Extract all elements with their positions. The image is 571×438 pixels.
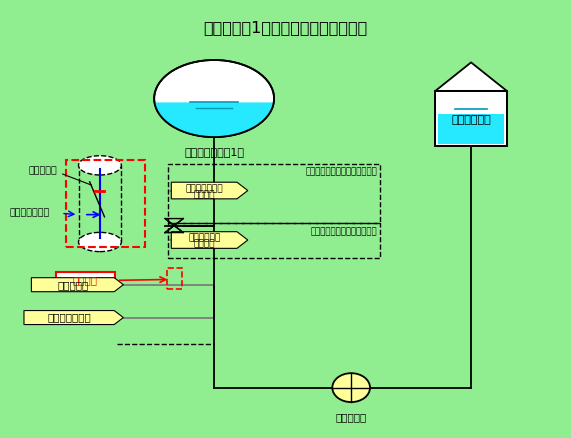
Text: 原子炉補助建家（管理区域内）: 原子炉補助建家（管理区域内） [305,168,377,177]
Text: タービン建家: タービン建家 [188,233,220,243]
Ellipse shape [79,232,121,251]
Bar [168,223,380,258]
Bar [56,272,115,289]
Text: 屋外消火栓: 屋外消火栓 [57,280,89,290]
Text: 各消火栓: 各消火栓 [194,240,215,249]
Text: 各消火栓: 各消火栓 [194,190,215,199]
Ellipse shape [154,60,274,137]
Text: 伊方発電所1号機　消火水系統概略図: 伊方発電所1号機 消火水系統概略図 [203,20,368,35]
Text: 変圧器消火設備: 変圧器消火設備 [47,313,91,322]
Text: タービン建家（管理区域外）: タービン建家（管理区域外） [310,227,377,236]
Polygon shape [31,278,123,292]
Ellipse shape [79,155,121,175]
Text: 消火ポンプ: 消火ポンプ [336,412,367,422]
Text: 溝状の腐食: 溝状の腐食 [29,166,57,175]
Polygon shape [435,63,507,91]
Text: 原子炉補助建家: 原子炉補助建家 [186,184,223,193]
Text: 当該箇所: 当該箇所 [73,276,98,285]
Circle shape [332,373,370,402]
Bar [66,160,144,247]
Text: 長手継手溶接部: 長手継手溶接部 [10,208,50,217]
Bar [437,114,505,144]
Bar [168,164,380,223]
Polygon shape [154,99,274,137]
Text: ろ過水タンク: ろ過水タンク [451,116,491,125]
Polygon shape [171,232,248,248]
Text: 所内用水タンク1号: 所内用水タンク1号 [184,147,244,157]
Polygon shape [171,182,248,199]
Bar [435,91,507,145]
Bar [435,91,507,145]
Bar [167,268,182,289]
Polygon shape [24,311,123,325]
